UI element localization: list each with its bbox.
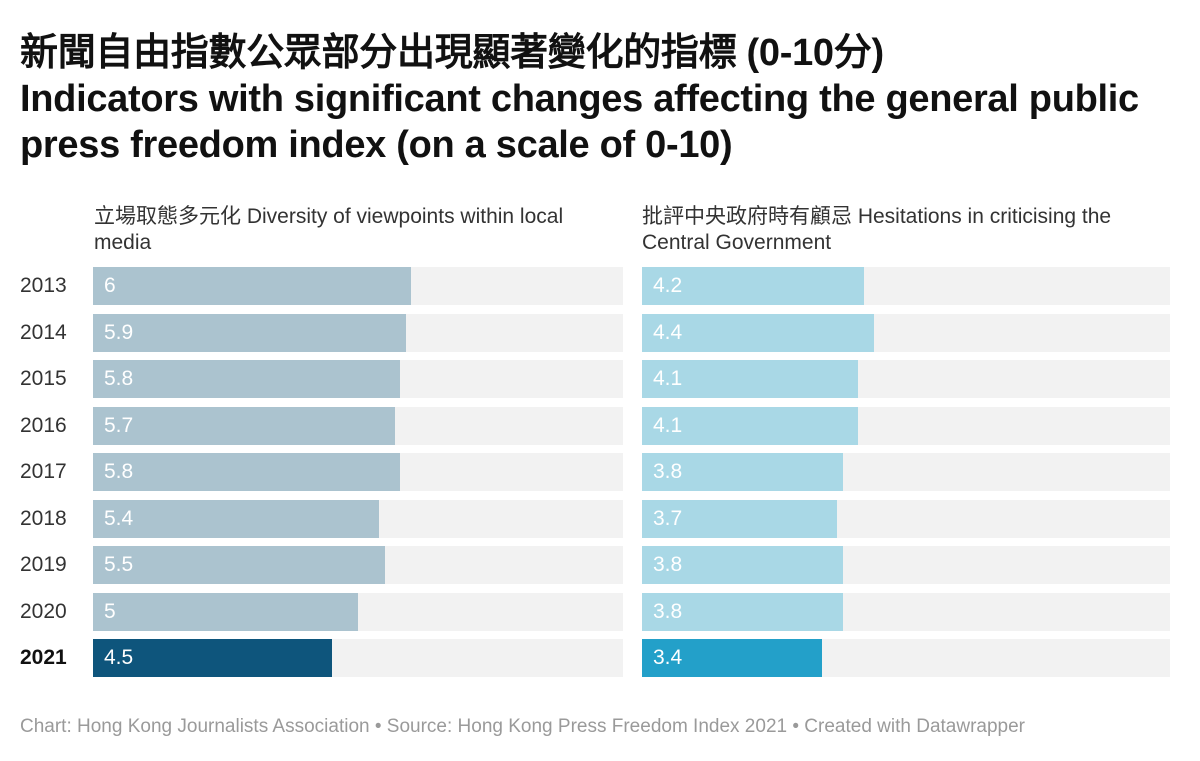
hesitations-bar-2016: 4.1 [642, 407, 859, 445]
year-label: 2019 [20, 553, 67, 576]
bar-track: 4.2 [642, 267, 1170, 305]
bar-track: 3.8 [642, 453, 1170, 491]
bar-value-label: 4.2 [653, 274, 683, 297]
chart-title: 新聞自由指數公眾部分出現顯著變化的指標 (0-10分) Indicators w… [20, 30, 1180, 168]
diversity-bar-2014: 5.9 [93, 314, 406, 352]
bar-track: 3.8 [642, 546, 1170, 584]
bar-value-label: 4.1 [653, 414, 683, 437]
panel-title-hesitations: 批評中央政府時有顧忌 Hesitations in criticising th… [642, 205, 1112, 254]
bar-value-label: 3.8 [653, 460, 683, 483]
bar-track: 5 [93, 593, 623, 631]
bar-track: 5.8 [93, 360, 623, 398]
year-label: 2014 [20, 321, 67, 344]
chart-title-en: Indicators with significant changes affe… [20, 78, 1139, 166]
bar-track: 3.7 [642, 500, 1170, 538]
bar-track: 4.1 [642, 360, 1170, 398]
bar-track: 5.4 [93, 500, 623, 538]
bar-track: 4.1 [642, 407, 1170, 445]
bar-track: 5.5 [93, 546, 623, 584]
chart-footer: Chart: Hong Kong Journalists Association… [20, 716, 1026, 737]
bar-track: 4.5 [93, 639, 623, 677]
diversity-bar-2019: 5.5 [93, 546, 385, 584]
year-label: 2016 [20, 414, 67, 437]
hesitations-bar-2020: 3.8 [642, 593, 843, 631]
diversity-bar-2017: 5.8 [93, 453, 401, 491]
year-label: 2015 [20, 367, 67, 390]
year-label: 2018 [20, 507, 67, 530]
bar-track: 5.9 [93, 314, 623, 352]
year-label: 2017 [20, 460, 67, 483]
diversity-bar-2015: 5.8 [93, 360, 401, 398]
hesitations-bar-2014: 4.4 [642, 314, 875, 352]
bar-value-label: 4.1 [653, 367, 683, 390]
diversity-bar-2013: 6 [93, 267, 411, 305]
diversity-bar-2018: 5.4 [93, 500, 380, 538]
panel-title-diversity: 立場取態多元化 Diversity of viewpoints within l… [94, 205, 564, 254]
bar-value-label: 4.5 [104, 646, 134, 669]
diversity-bar-2016: 5.7 [93, 407, 396, 445]
bar-value-label: 5.4 [104, 507, 134, 530]
year-label: 2020 [20, 600, 67, 623]
bar-value-label: 3.7 [653, 507, 683, 530]
bar-track: 6 [93, 267, 623, 305]
bar-value-label: 3.8 [653, 553, 683, 576]
bar-value-label: 5.9 [104, 321, 134, 344]
bar-track: 3.8 [642, 593, 1170, 631]
bar-track: 3.4 [642, 639, 1170, 677]
year-label: 2013 [20, 274, 67, 297]
hesitations-bar-2021: 3.4 [642, 639, 822, 677]
hesitations-bar-2013: 4.2 [642, 267, 864, 305]
bar-track: 4.4 [642, 314, 1170, 352]
bar-value-label: 5.7 [104, 414, 134, 437]
hesitations-bar-2017: 3.8 [642, 453, 843, 491]
bar-value-label: 5.8 [104, 460, 134, 483]
bar-track: 5.7 [93, 407, 623, 445]
diversity-bar-2021: 4.5 [93, 639, 332, 677]
hesitations-bar-2015: 4.1 [642, 360, 859, 398]
bar-value-label: 3.8 [653, 600, 683, 623]
hesitations-bar-2019: 3.8 [642, 546, 843, 584]
bar-value-label: 4.4 [653, 321, 683, 344]
bar-track: 5.8 [93, 453, 623, 491]
bar-value-label: 5.8 [104, 367, 134, 390]
year-label: 2021 [20, 646, 67, 669]
bar-value-label: 6 [104, 274, 116, 297]
diversity-bar-2020: 5 [93, 593, 358, 631]
chart-title-zh: 新聞自由指數公眾部分出現顯著變化的指標 (0-10分) [20, 32, 884, 74]
bar-value-label: 5.5 [104, 553, 134, 576]
bar-value-label: 3.4 [653, 646, 683, 669]
hesitations-bar-2018: 3.7 [642, 500, 838, 538]
bar-value-label: 5 [104, 600, 116, 623]
